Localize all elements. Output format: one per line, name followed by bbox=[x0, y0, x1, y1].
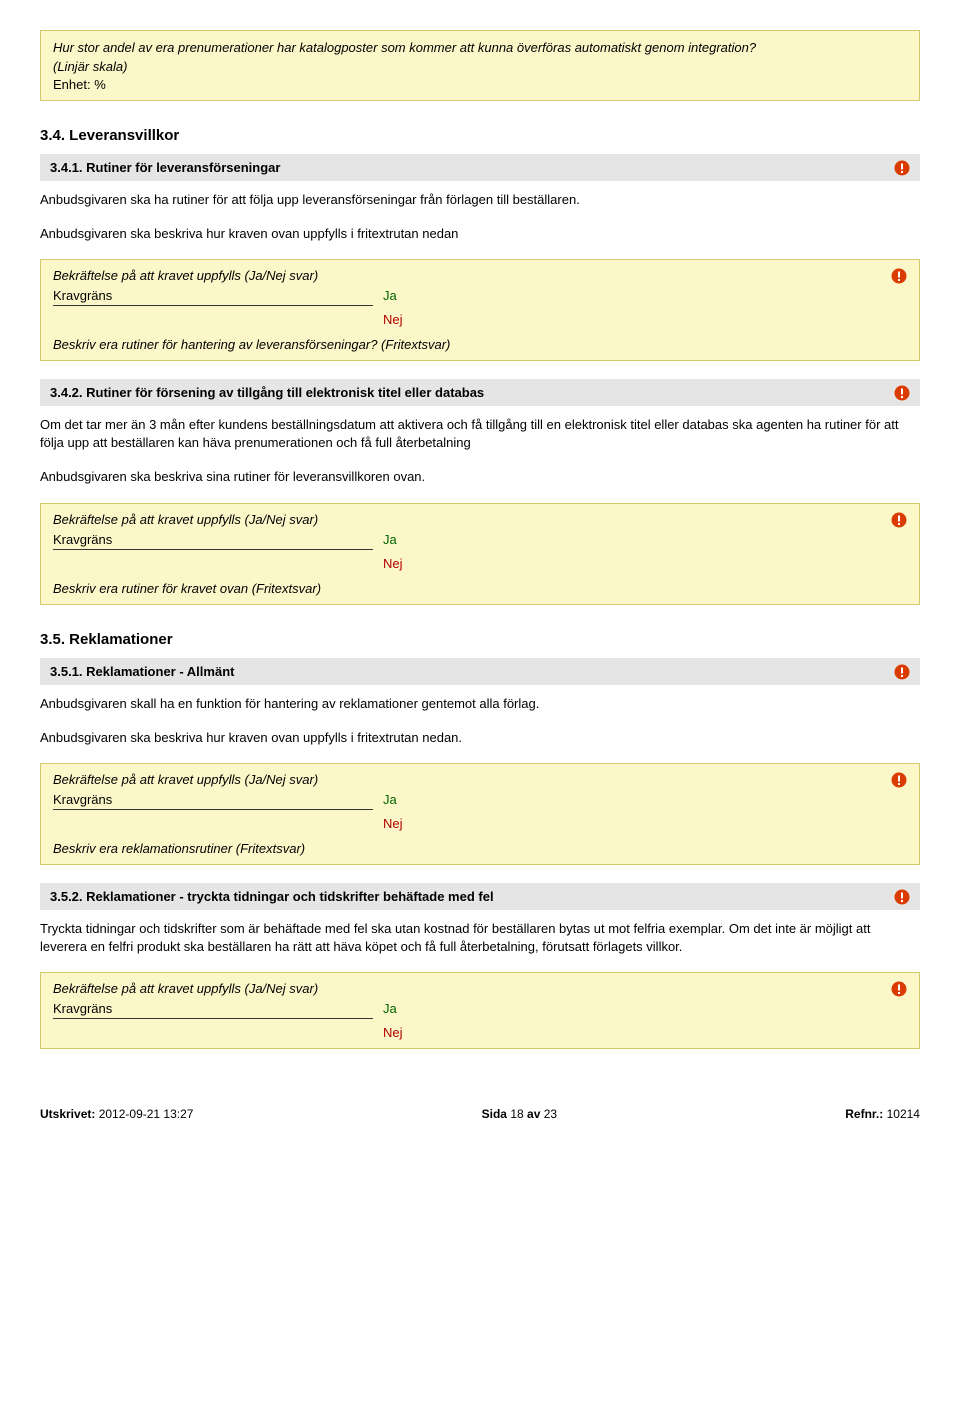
sec341-p1: Anbudsgivaren ska ha rutiner för att föl… bbox=[40, 191, 920, 209]
warning-icon bbox=[891, 512, 907, 528]
sec342-p2: Anbudsgivaren ska beskriva sina rutiner … bbox=[40, 468, 920, 486]
section-3-4-1-title: 3.4.1. Rutiner för leveransförseningar bbox=[50, 160, 280, 175]
sec351-bekraf: Bekräftelse på att kravet uppfylls (Ja/N… bbox=[53, 772, 891, 787]
section-3-5-2-title: 3.5.2. Reklamationer - tryckta tidningar… bbox=[50, 889, 494, 904]
footer-center: Sida 18 av 23 bbox=[482, 1107, 557, 1121]
section-3-5-2-bar: 3.5.2. Reklamationer - tryckta tidningar… bbox=[40, 883, 920, 910]
answer-nej: Nej bbox=[383, 1025, 907, 1040]
footer-left: Utskrivet: 2012-09-21 13:27 bbox=[40, 1107, 193, 1121]
warning-icon bbox=[891, 268, 907, 284]
intro-q-line1: Hur stor andel av era prenumerationer ha… bbox=[53, 39, 907, 58]
kravgrans-label: Kravgräns bbox=[53, 1001, 373, 1019]
kravgrans-label: Kravgräns bbox=[53, 792, 373, 810]
warning-icon bbox=[894, 664, 910, 680]
sec342-freetext-q: Beskriv era rutiner för kravet ovan (Fri… bbox=[53, 581, 907, 596]
footer-ref-value: 10214 bbox=[887, 1107, 920, 1121]
sec341-bekraf: Bekräftelse på att kravet uppfylls (Ja/N… bbox=[53, 268, 891, 283]
sec342-answer-box: Bekräftelse på att kravet uppfylls (Ja/N… bbox=[40, 503, 920, 605]
sec352-answer-box: Bekräftelse på att kravet uppfylls (Ja/N… bbox=[40, 972, 920, 1049]
intro-question-box: Hur stor andel av era prenumerationer ha… bbox=[40, 30, 920, 101]
intro-q-unit: Enhet: % bbox=[53, 77, 907, 92]
sec341-p2: Anbudsgivaren ska beskriva hur kraven ov… bbox=[40, 225, 920, 243]
sec352-bekraf: Bekräftelse på att kravet uppfylls (Ja/N… bbox=[53, 981, 891, 996]
answer-nej: Nej bbox=[383, 312, 907, 327]
answer-nej: Nej bbox=[383, 816, 907, 831]
sec342-bekraf: Bekräftelse på att kravet uppfylls (Ja/N… bbox=[53, 512, 891, 527]
footer-utskrivet-label: Utskrivet: bbox=[40, 1107, 95, 1121]
section-3-4-heading: 3.4. Leveransvillkor bbox=[40, 127, 920, 144]
kravgrans-label: Kravgräns bbox=[53, 288, 373, 306]
warning-icon bbox=[891, 772, 907, 788]
footer-sida-label: Sida bbox=[482, 1107, 507, 1121]
page-footer: Utskrivet: 2012-09-21 13:27 Sida 18 av 2… bbox=[0, 1101, 960, 1135]
kravgrans-label: Kravgräns bbox=[53, 532, 373, 550]
answer-ja: Ja bbox=[383, 792, 397, 807]
footer-page-total: 23 bbox=[544, 1107, 557, 1121]
section-3-4-1-bar: 3.4.1. Rutiner för leveransförseningar bbox=[40, 154, 920, 181]
section-3-5-heading: 3.5. Reklamationer bbox=[40, 631, 920, 648]
sec351-p1: Anbudsgivaren skall ha en funktion för h… bbox=[40, 695, 920, 713]
intro-q-line2: (Linjär skala) bbox=[53, 58, 907, 77]
answer-ja: Ja bbox=[383, 532, 397, 547]
sec352-p1: Tryckta tidningar och tidskrifter som är… bbox=[40, 920, 920, 956]
warning-icon bbox=[894, 889, 910, 905]
section-3-5-1-bar: 3.5.1. Reklamationer - Allmänt bbox=[40, 658, 920, 685]
warning-icon bbox=[894, 160, 910, 176]
footer-right: Refnr.: 10214 bbox=[845, 1107, 920, 1121]
sec351-p2: Anbudsgivaren ska beskriva hur kraven ov… bbox=[40, 729, 920, 747]
footer-sida-sep: av bbox=[527, 1107, 540, 1121]
footer-utskrivet-value: 2012-09-21 13:27 bbox=[99, 1107, 194, 1121]
section-3-5-1-title: 3.5.1. Reklamationer - Allmänt bbox=[50, 664, 234, 679]
sec351-freetext-q: Beskriv era reklamationsrutiner (Fritext… bbox=[53, 841, 907, 856]
answer-ja: Ja bbox=[383, 1001, 397, 1016]
section-3-4-2-title: 3.4.2. Rutiner för försening av tillgång… bbox=[50, 385, 484, 400]
footer-page-current: 18 bbox=[510, 1107, 523, 1121]
sec342-p1: Om det tar mer än 3 mån efter kundens be… bbox=[40, 416, 920, 452]
sec341-freetext-q: Beskriv era rutiner för hantering av lev… bbox=[53, 337, 907, 352]
sec351-answer-box: Bekräftelse på att kravet uppfylls (Ja/N… bbox=[40, 763, 920, 865]
warning-icon bbox=[894, 385, 910, 401]
section-3-4-2-bar: 3.4.2. Rutiner för försening av tillgång… bbox=[40, 379, 920, 406]
warning-icon bbox=[891, 981, 907, 997]
footer-ref-label: Refnr.: bbox=[845, 1107, 883, 1121]
sec341-answer-box: Bekräftelse på att kravet uppfylls (Ja/N… bbox=[40, 259, 920, 361]
answer-nej: Nej bbox=[383, 556, 907, 571]
answer-ja: Ja bbox=[383, 288, 397, 303]
